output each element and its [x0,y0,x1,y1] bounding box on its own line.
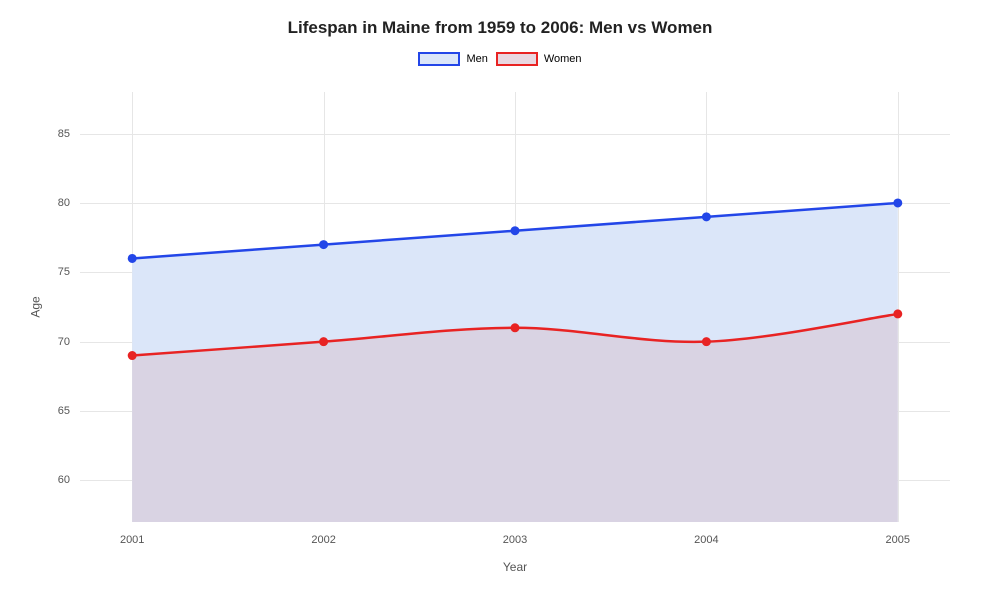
y-tick-label: 65 [58,405,70,417]
series-svg [80,92,950,522]
x-tick-label: 2005 [886,534,910,546]
y-tick-label: 70 [58,336,70,348]
data-point[interactable] [894,310,902,318]
legend: Men Women [0,52,1000,66]
chart-container: Lifespan in Maine from 1959 to 2006: Men… [0,0,1000,600]
chart-title: Lifespan in Maine from 1959 to 2006: Men… [0,18,1000,38]
legend-label: Women [544,53,582,65]
legend-swatch [418,52,460,66]
data-point[interactable] [320,338,328,346]
y-axis-title: Age [29,296,43,317]
data-point[interactable] [128,254,136,262]
legend-item[interactable]: Women [496,52,582,66]
x-axis-title: Year [503,560,527,574]
y-tick-label: 80 [58,197,70,209]
y-tick-label: 60 [58,474,70,486]
x-tick-label: 2002 [311,534,335,546]
y-tick-label: 85 [58,128,70,140]
x-tick-label: 2001 [120,534,144,546]
x-tick-label: 2003 [503,534,527,546]
x-tick-label: 2004 [694,534,718,546]
data-point[interactable] [128,352,136,360]
legend-swatch [496,52,538,66]
data-point[interactable] [511,227,519,235]
data-point[interactable] [702,338,710,346]
data-point[interactable] [511,324,519,332]
y-tick-label: 75 [58,266,70,278]
legend-label: Men [466,53,487,65]
legend-item[interactable]: Men [418,52,487,66]
data-point[interactable] [702,213,710,221]
plot-area [80,92,950,522]
data-point[interactable] [894,199,902,207]
data-point[interactable] [320,241,328,249]
